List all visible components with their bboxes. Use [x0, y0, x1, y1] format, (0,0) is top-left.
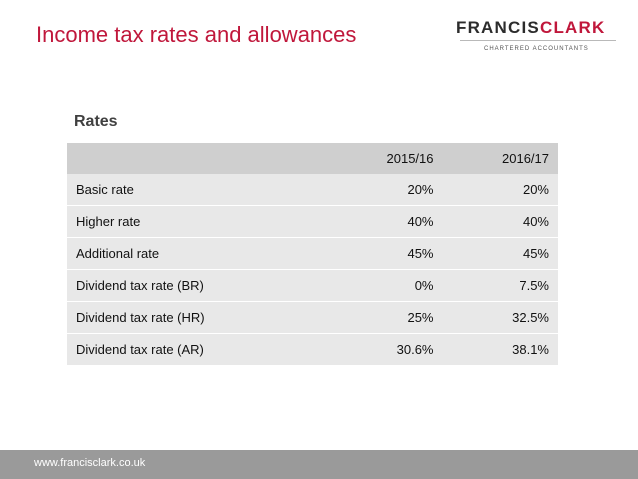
row-label: Dividend tax rate (BR) — [67, 269, 327, 302]
rates-table: 2015/16 2016/17 Basic rate 20% 20% Highe… — [67, 143, 558, 365]
logo-wordmark-part1: FRANCIS — [456, 18, 540, 37]
row-label: Additional rate — [67, 237, 327, 270]
table-row: Higher rate 40% 40% — [67, 205, 558, 238]
company-logo: FRANCISCLARK CHARTERED ACCOUNTANTS — [456, 18, 620, 62]
logo-subtitle: CHARTERED ACCOUNTANTS — [484, 46, 589, 52]
logo-wordmark-part2: CLARK — [539, 18, 606, 37]
row-label: Higher rate — [67, 205, 327, 238]
row-label: Dividend tax rate (AR) — [67, 333, 327, 365]
row-label: Dividend tax rate (HR) — [67, 301, 327, 334]
table-row: Dividend tax rate (AR) 30.6% 38.1% — [67, 333, 558, 365]
footer-url[interactable]: www.francisclark.co.uk — [34, 457, 146, 469]
cell-value: 0% — [327, 269, 443, 302]
table-row: Dividend tax rate (HR) 25% 32.5% — [67, 301, 558, 334]
column-header: 2015/16 — [327, 143, 443, 174]
row-label: Basic rate — [76, 182, 134, 197]
column-header — [67, 143, 327, 174]
logo-wordmark: FRANCISCLARK — [456, 18, 605, 38]
cell-value: 40% — [327, 205, 443, 238]
cell-value: 40% — [442, 205, 558, 238]
cell-value: 45% — [327, 237, 443, 270]
cell-value: 30.6% — [327, 333, 443, 365]
section-heading: Rates — [74, 113, 118, 130]
table-row: Additional rate 45% 45% — [67, 237, 558, 270]
table-header-row: 2015/16 2016/17 — [67, 143, 558, 174]
cell-value: 7.5% — [442, 269, 558, 302]
cell-value: 32.5% — [442, 301, 558, 334]
column-header: 2016/17 — [442, 143, 558, 174]
page-title: Income tax rates and allowances — [36, 22, 357, 47]
cell-value: 38.1% — [442, 333, 558, 365]
table-row: Dividend tax rate (BR) 0% 7.5% — [67, 269, 558, 302]
table-row: Basic rate 20% 20% — [67, 174, 558, 206]
footer-bar: www.francisclark.co.uk — [0, 450, 638, 479]
cell-value: 20% — [522, 182, 549, 197]
cell-value: 45% — [442, 237, 558, 270]
cell-value: 20% — [407, 182, 434, 197]
logo-divider — [460, 40, 616, 41]
cell-value: 25% — [327, 301, 443, 334]
